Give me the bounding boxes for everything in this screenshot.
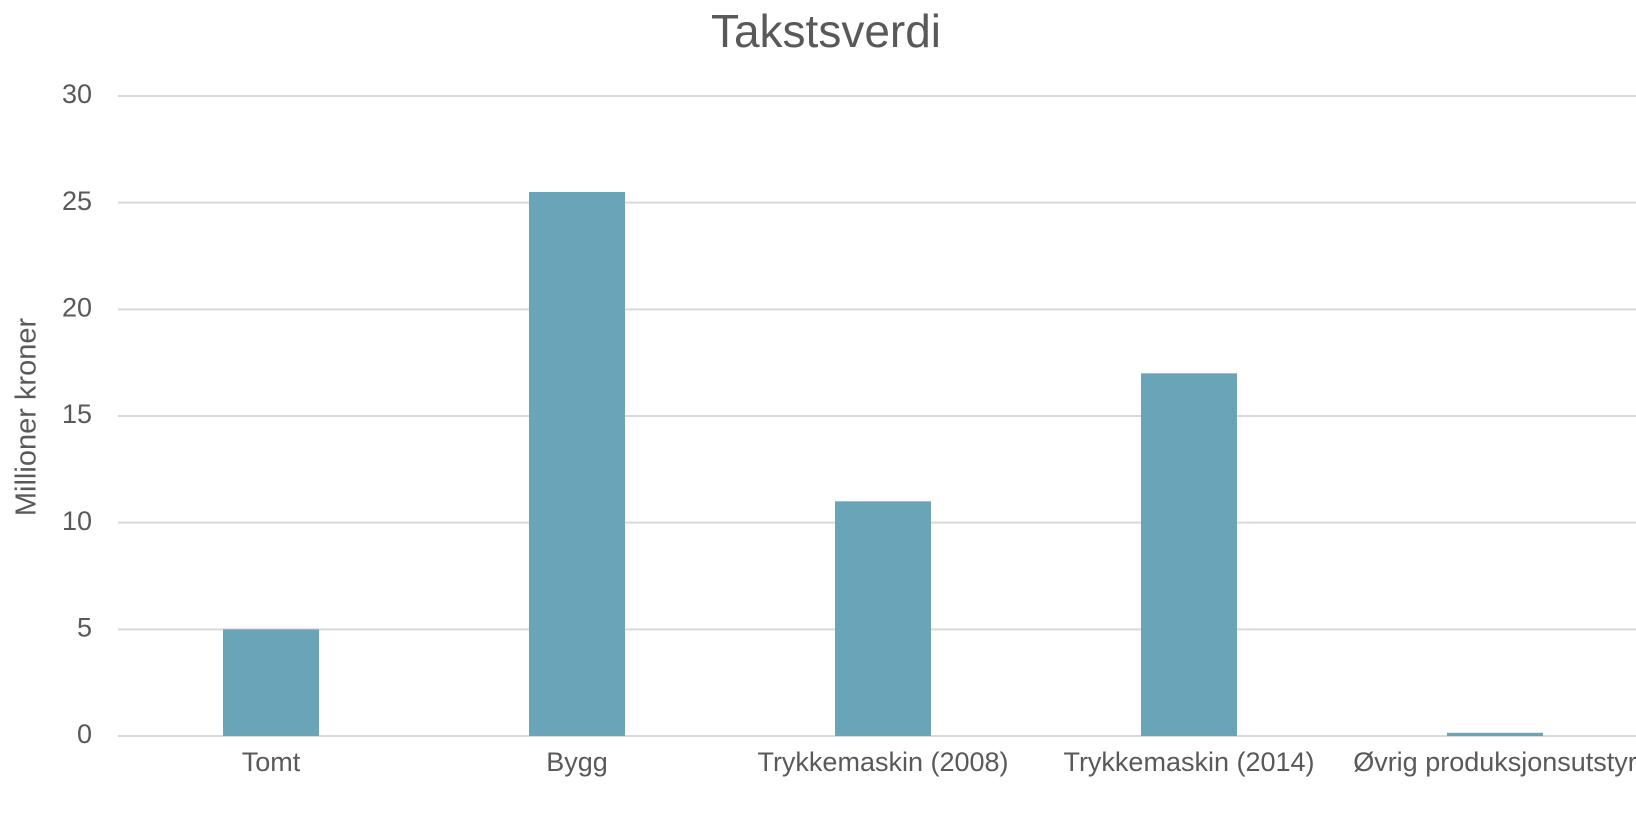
x-tick-label: Tomt [241,747,301,777]
bar [1141,373,1237,736]
y-tick-label: 30 [62,79,92,109]
y-tick-label: 5 [77,612,92,642]
chart-title: Takstsverdi [711,5,941,57]
bar [529,192,625,736]
x-tick-label: Bygg [546,747,608,777]
x-tick-label: Øvrig produksjonsutstyr [1353,747,1636,777]
bar [1447,732,1543,736]
x-tick-label: Trykkemaskin (2014) [1063,747,1315,777]
y-tick-label: 15 [62,399,92,429]
y-tick-label: 20 [62,292,92,322]
y-tick-label: 0 [77,719,92,749]
bar [835,501,931,736]
y-tick-label: 25 [62,186,92,216]
bar [223,629,319,736]
y-axis-label: Millioner kroner [11,318,43,517]
x-tick-label: Trykkemaskin (2008) [757,747,1009,777]
y-tick-label: 10 [62,506,92,536]
